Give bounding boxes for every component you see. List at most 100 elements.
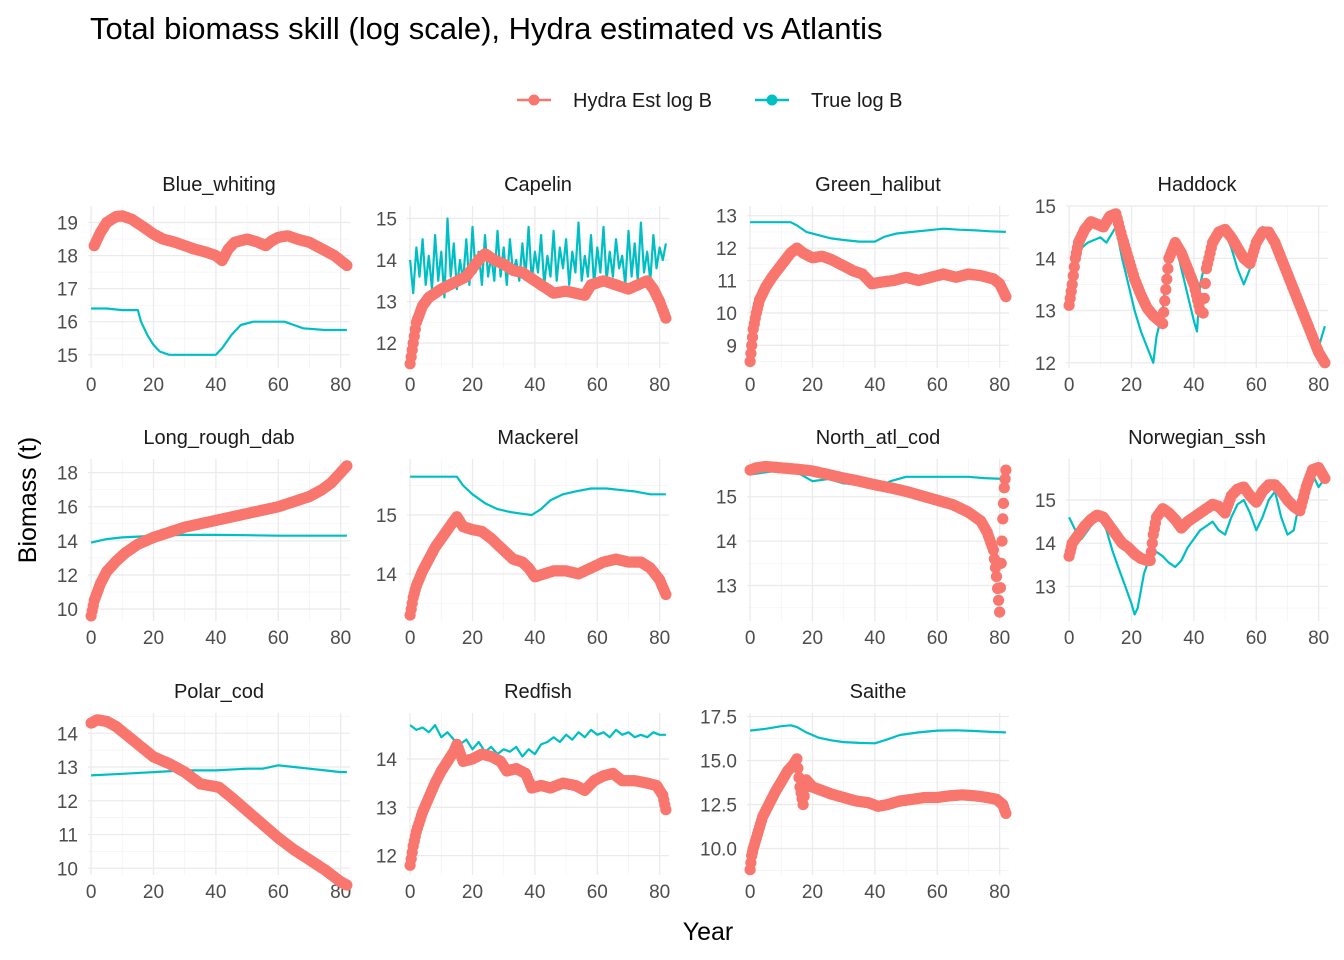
data-point-est xyxy=(1066,278,1078,290)
y-tick-label: 14 xyxy=(376,565,398,586)
x-tick-label: 20 xyxy=(462,882,483,903)
data-point-est xyxy=(1319,357,1331,369)
x-tick-label: 60 xyxy=(587,375,608,396)
facet-label-north-atl-cod: North_atl_cod xyxy=(816,427,941,449)
y-tick-label: 14 xyxy=(376,251,398,272)
x-tick-label: 20 xyxy=(802,628,823,649)
series-points-est-green-halibut xyxy=(744,242,1012,368)
x-tick-label: 40 xyxy=(1183,628,1204,649)
x-tick-label: 40 xyxy=(524,628,545,649)
data-point-est xyxy=(1146,537,1158,549)
facet-label-long-rough-dab: Long_rough_dab xyxy=(143,427,294,449)
x-tick-label: 0 xyxy=(86,375,97,396)
x-tick-label: 20 xyxy=(1121,628,1142,649)
series-line-true-saithe xyxy=(749,724,1006,745)
x-tick-label: 40 xyxy=(864,375,885,396)
y-tick-label: 12 xyxy=(57,792,78,813)
y-tick-label: 13 xyxy=(1035,302,1056,323)
data-point-est xyxy=(994,606,1006,618)
y-tick-label: 13 xyxy=(716,576,737,597)
x-tick-label: 80 xyxy=(989,375,1010,396)
facet-panels: Blue_whiting 0 20 40 60 80 15 16 17 18 19 Capelin 0 2… xyxy=(57,174,1331,903)
x-tick-label: 20 xyxy=(1121,375,1142,396)
y-tick-label: 19 xyxy=(57,214,78,235)
series-line-true-redfish xyxy=(409,723,666,758)
facet-label-haddock: Haddock xyxy=(1158,174,1238,196)
series-points-est-saithe xyxy=(744,753,1012,876)
series-points-est-mackerel xyxy=(404,511,672,621)
data-point-est xyxy=(341,460,353,472)
series-points-est-north-atl-cod xyxy=(744,460,1012,618)
data-point-est xyxy=(1319,472,1331,484)
y-tick-label: 11 xyxy=(58,826,78,847)
series-line-true-capelin xyxy=(409,217,667,299)
y-tick-label: 12 xyxy=(376,334,397,355)
data-point-est xyxy=(998,482,1010,494)
data-point-est xyxy=(1145,546,1157,558)
data-point-est xyxy=(341,879,353,891)
x-tick-label: 0 xyxy=(1064,375,1075,396)
y-tick-label: 13 xyxy=(1035,577,1056,598)
y-tick-label: 15.0 xyxy=(700,752,737,773)
x-tick-label: 60 xyxy=(268,882,289,903)
y-tick-label: 14 xyxy=(57,724,79,745)
data-point-est xyxy=(990,571,1003,583)
x-tick-label: 80 xyxy=(649,882,670,903)
series-line-true-green-halibut xyxy=(750,221,1006,243)
x-tick-label: 20 xyxy=(802,375,823,396)
y-tick-label: 18 xyxy=(57,464,78,485)
data-point-est xyxy=(744,355,756,368)
data-point-est xyxy=(1161,273,1173,285)
data-point-est xyxy=(993,594,1005,606)
x-tick-label: 80 xyxy=(989,882,1010,903)
facet-label-blue-whiting: Blue_whiting xyxy=(162,174,275,196)
y-tick-label: 10 xyxy=(716,304,737,325)
y-tick-label: 16 xyxy=(57,313,78,334)
series-points-est-capelin xyxy=(404,248,672,370)
y-tick-label: 16 xyxy=(57,498,78,519)
data-point-est xyxy=(791,753,803,765)
y-axis-title: Biomass (t) xyxy=(14,437,42,563)
data-point-est xyxy=(987,544,1000,556)
x-tick-label: 20 xyxy=(143,375,164,396)
data-point-est xyxy=(1068,261,1080,273)
series-points-est-blue-whiting xyxy=(88,210,353,272)
legend-key-point-est xyxy=(528,94,540,106)
series-line-true-mackerel xyxy=(410,475,666,517)
data-point-est xyxy=(745,347,757,359)
x-tick-label: 40 xyxy=(205,628,226,649)
y-tick-label: 15 xyxy=(1035,491,1056,512)
x-tick-label: 80 xyxy=(649,628,670,649)
data-point-est xyxy=(746,339,758,351)
data-point-est xyxy=(798,790,810,802)
x-tick-label: 40 xyxy=(524,375,545,396)
data-point-est xyxy=(1159,295,1171,307)
y-tick-label: 12 xyxy=(57,566,78,587)
y-tick-label: 13 xyxy=(376,293,397,314)
data-point-est xyxy=(1000,464,1012,476)
data-point-est xyxy=(792,762,804,774)
data-point-est xyxy=(660,588,672,601)
facet-mackerel: Mackerel 0 20 40 60 80 14 15 xyxy=(376,427,672,649)
series-points-est-norwegian-ssh xyxy=(1063,462,1331,567)
data-point-est xyxy=(1197,307,1209,319)
y-tick-label: 13 xyxy=(716,207,737,228)
x-tick-label: 40 xyxy=(864,882,885,903)
data-point-est xyxy=(994,582,1007,594)
x-tick-label: 0 xyxy=(405,375,416,396)
series-line-true-blue-whiting xyxy=(91,307,347,356)
series-points-est-polar-cod xyxy=(85,714,353,891)
y-tick-label: 15 xyxy=(1035,197,1056,218)
facet-label-norwegian-ssh: Norwegian_ssh xyxy=(1128,427,1266,449)
data-point-est xyxy=(797,799,809,811)
legend: Hydra Est log B True log B xyxy=(517,90,903,112)
facet-label-polar-cod: Polar_cod xyxy=(174,681,264,703)
x-tick-label: 0 xyxy=(86,882,97,903)
data-point-est xyxy=(1067,270,1079,282)
series-line-true-norwegian-ssh xyxy=(1068,473,1326,616)
y-tick-label: 10 xyxy=(57,859,78,880)
x-tick-label: 0 xyxy=(745,882,756,903)
y-tick-label: 10.0 xyxy=(700,840,737,861)
y-tick-label: 9 xyxy=(726,336,737,357)
